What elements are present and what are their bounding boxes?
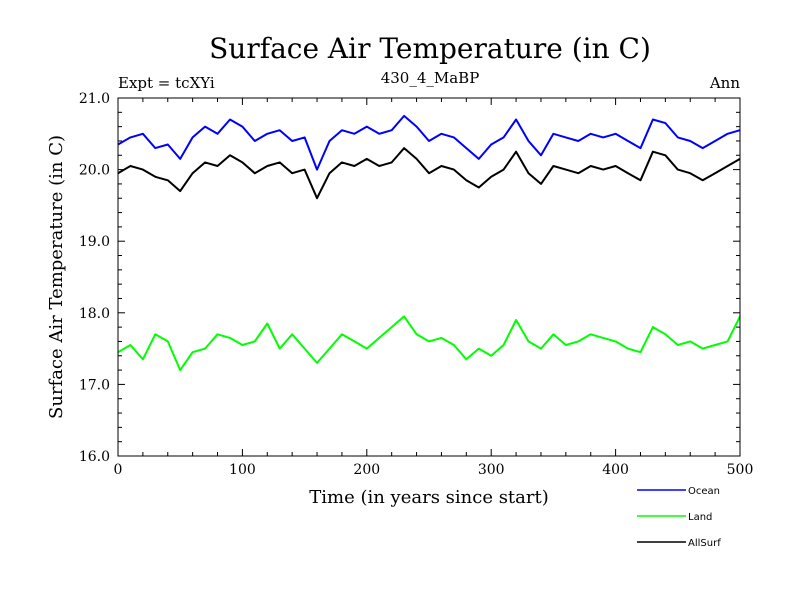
y-axis-label: Surface Air Temperature (in C) — [46, 135, 67, 419]
ticks-layer: 0 100 200 300 400 500 16.0 17.0 18.0 19.0 20.0 21.0 — [79, 91, 754, 478]
experiment-label: Expt = tcXYi — [118, 74, 215, 92]
y-tick-label: 17.0 — [79, 377, 110, 393]
legend: Ocean Land AllSurf — [637, 486, 721, 549]
x-tick-label: 300 — [478, 462, 505, 478]
chart-title: Surface Air Temperature (in C) — [209, 32, 651, 65]
x-axis-label: Time (in years since start) — [309, 487, 549, 508]
legend-label-land: Land — [688, 512, 712, 523]
x-tick-label: 100 — [229, 462, 256, 478]
series-line-allsurf — [117, 147, 741, 200]
x-tick-label: 0 — [114, 462, 123, 478]
series-line-ocean — [117, 114, 741, 171]
legend-label-allsurf: AllSurf — [688, 538, 721, 549]
legend-label-ocean: Ocean — [688, 486, 720, 497]
y-tick-label: 16.0 — [79, 449, 110, 465]
y-tick-label: 21.0 — [79, 91, 110, 107]
series-layer — [117, 114, 741, 372]
period-label: 430_4_MaBP — [381, 69, 480, 87]
series-line-land — [117, 315, 741, 372]
x-tick-label: 200 — [353, 462, 380, 478]
y-tick-label: 19.0 — [79, 234, 110, 250]
y-tick-label: 20.0 — [79, 163, 110, 179]
plot-frame — [117, 97, 741, 457]
x-tick-label: 400 — [602, 462, 629, 478]
y-tick-label: 18.0 — [79, 306, 110, 322]
x-tick-label: 500 — [727, 462, 754, 478]
season-label: Ann — [709, 74, 740, 92]
